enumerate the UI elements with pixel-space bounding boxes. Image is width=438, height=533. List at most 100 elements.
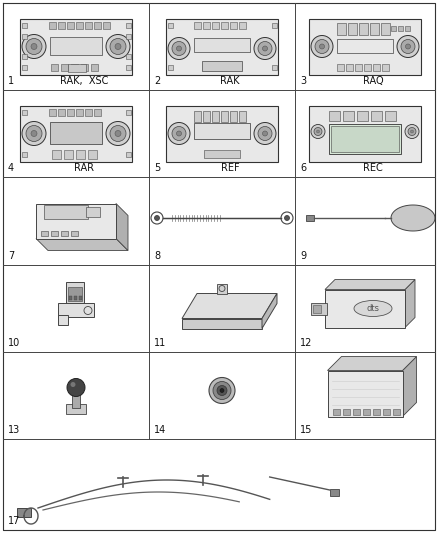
Bar (381, 22, 390, 35)
Circle shape (258, 42, 272, 55)
Bar (71, 230, 78, 236)
Bar (325, 289, 405, 327)
Bar (167, 23, 173, 28)
Bar (392, 408, 399, 415)
Bar (272, 65, 276, 70)
Bar (194, 123, 250, 139)
Bar (50, 36, 102, 54)
Bar (17, 508, 31, 517)
Circle shape (172, 126, 186, 141)
Bar (81, 64, 88, 71)
Circle shape (397, 36, 419, 58)
Circle shape (314, 127, 322, 135)
Bar (343, 110, 354, 120)
Circle shape (220, 389, 224, 392)
Bar (21, 152, 27, 157)
Bar (331, 125, 399, 151)
Bar (353, 408, 360, 415)
Bar (167, 65, 173, 70)
Text: 3: 3 (300, 76, 306, 86)
Bar (346, 64, 353, 71)
Bar (79, 295, 82, 300)
Polygon shape (36, 238, 128, 251)
Bar (126, 152, 131, 157)
Polygon shape (182, 319, 262, 328)
Bar (60, 64, 67, 71)
Bar (382, 408, 389, 415)
Bar (239, 110, 246, 122)
Bar (357, 110, 368, 120)
Text: RAR: RAR (74, 163, 94, 173)
Bar (221, 110, 228, 122)
Text: 7: 7 (8, 251, 14, 261)
Polygon shape (182, 294, 277, 319)
Text: 4: 4 (8, 163, 14, 173)
Bar (126, 65, 131, 70)
Bar (66, 281, 84, 303)
Text: RAK: RAK (220, 76, 240, 86)
Text: RAQ: RAQ (363, 76, 383, 86)
Circle shape (262, 131, 268, 136)
Bar (372, 408, 379, 415)
Polygon shape (262, 294, 277, 328)
Circle shape (168, 37, 190, 60)
Circle shape (262, 46, 268, 51)
Bar (85, 22, 92, 29)
Ellipse shape (354, 301, 392, 317)
Circle shape (258, 126, 272, 141)
Text: 17: 17 (8, 516, 21, 526)
Bar (102, 22, 110, 29)
Circle shape (408, 127, 416, 135)
Text: 5: 5 (154, 163, 160, 173)
Circle shape (311, 36, 333, 58)
Bar (212, 22, 219, 29)
Text: 14: 14 (154, 425, 166, 435)
Circle shape (71, 382, 75, 387)
Bar (364, 64, 371, 71)
Text: 8: 8 (154, 251, 160, 261)
Bar (51, 230, 58, 236)
Text: 1: 1 (8, 76, 14, 86)
Bar (21, 23, 27, 28)
Bar (405, 26, 410, 31)
Circle shape (177, 46, 181, 51)
Circle shape (213, 382, 231, 400)
Circle shape (401, 39, 415, 53)
Bar (75, 109, 82, 116)
Circle shape (31, 131, 37, 136)
Circle shape (254, 37, 276, 60)
Bar (272, 23, 276, 28)
Bar (44, 205, 88, 219)
Circle shape (319, 44, 325, 49)
Circle shape (22, 122, 46, 146)
Bar (50, 64, 57, 71)
Circle shape (317, 130, 319, 133)
Bar (337, 22, 346, 35)
Circle shape (155, 215, 159, 221)
Bar (194, 110, 201, 122)
Circle shape (311, 125, 325, 139)
Bar (20, 106, 132, 161)
Bar (204, 149, 240, 157)
Circle shape (254, 123, 276, 144)
Bar (337, 38, 393, 52)
Circle shape (31, 44, 37, 50)
Bar (212, 110, 219, 122)
Bar (57, 109, 64, 116)
Bar (398, 26, 403, 31)
Bar (313, 304, 321, 312)
Bar (20, 19, 132, 75)
Text: REC: REC (363, 163, 383, 173)
Bar (217, 284, 227, 294)
Bar (332, 408, 339, 415)
Text: 13: 13 (8, 425, 20, 435)
Bar (309, 106, 421, 161)
Text: 6: 6 (300, 163, 306, 173)
Bar (68, 63, 86, 71)
Circle shape (106, 122, 130, 146)
Bar (126, 34, 131, 39)
Circle shape (209, 377, 235, 403)
Circle shape (106, 35, 130, 59)
Text: 15: 15 (300, 425, 312, 435)
Bar (306, 215, 314, 221)
